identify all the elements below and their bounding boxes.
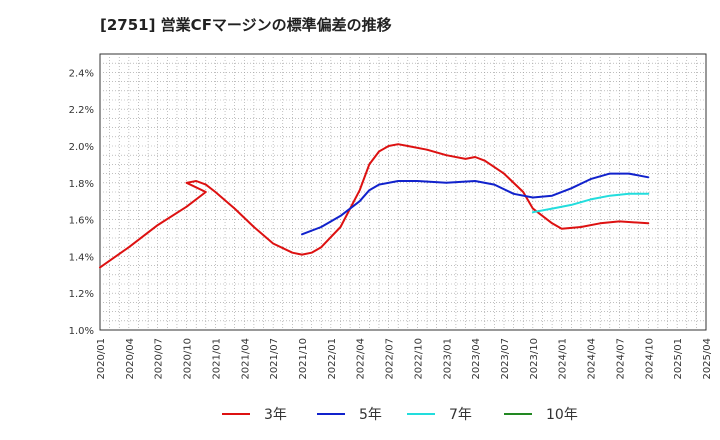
x-tick-label: 2021/07	[269, 338, 280, 380]
series-line-1	[99, 143, 650, 269]
series-line-3	[531, 192, 650, 214]
y-tick-label: 1.4%	[69, 252, 94, 263]
x-tick-label: 2020/07	[154, 338, 165, 380]
x-tick-label: 2022/04	[356, 338, 367, 380]
x-axis-ticks: 2020/01 2020/04 2020/07 2020/10 2021/01 2021/…	[96, 338, 713, 380]
x-tick-label: 2023/01	[442, 338, 453, 380]
x-tick-label: 2022/10	[413, 338, 424, 380]
legend-label-3: 7年	[449, 407, 472, 423]
chart-title: [2751] 営業CFマージンの標準偏差の推移	[100, 16, 392, 34]
y-tick-label: 1.8%	[69, 179, 94, 190]
x-tick-label: 2025/04	[702, 338, 713, 380]
x-tick-label: 2020/10	[183, 338, 194, 380]
x-tick-label: 2021/10	[298, 338, 309, 380]
x-tick-label: 2022/01	[327, 338, 338, 380]
x-tick-label: 2022/07	[385, 338, 396, 380]
legend-label-1: 3年	[264, 407, 287, 423]
y-tick-label: 2.2%	[69, 105, 94, 116]
series-line-2	[301, 172, 650, 236]
x-tick-label: 2021/04	[240, 338, 251, 380]
x-tick-label: 2020/01	[96, 338, 107, 380]
x-tick-label: 2020/04	[125, 338, 136, 380]
x-tick-label: 2024/07	[615, 338, 626, 380]
y-tick-label: 1.0%	[69, 326, 94, 337]
x-tick-label: 2023/04	[471, 338, 482, 380]
x-tick-label: 2024/10	[644, 338, 655, 380]
x-tick-label: 2023/07	[500, 338, 511, 380]
series-lines	[99, 143, 650, 269]
x-tick-label: 2025/01	[673, 338, 684, 380]
y-tick-label: 2.4%	[69, 68, 94, 79]
y-tick-label: 2.0%	[69, 142, 94, 153]
legend: 3年 5年 7年 10年	[222, 407, 578, 423]
y-tick-label: 1.2%	[69, 289, 94, 300]
x-tick-label: 2021/01	[211, 338, 222, 380]
x-tick-label: 2024/04	[587, 338, 598, 380]
x-tick-label: 2024/01	[558, 338, 569, 380]
legend-label-4: 10年	[546, 407, 578, 423]
y-tick-label: 1.6%	[69, 216, 94, 227]
legend-label-2: 5年	[359, 407, 382, 423]
x-tick-label: 2023/10	[529, 338, 540, 380]
y-axis-ticks: 1.0% 1.2% 1.4% 1.6% 1.8% 2.0% 2.2% 2.4%	[69, 68, 94, 337]
